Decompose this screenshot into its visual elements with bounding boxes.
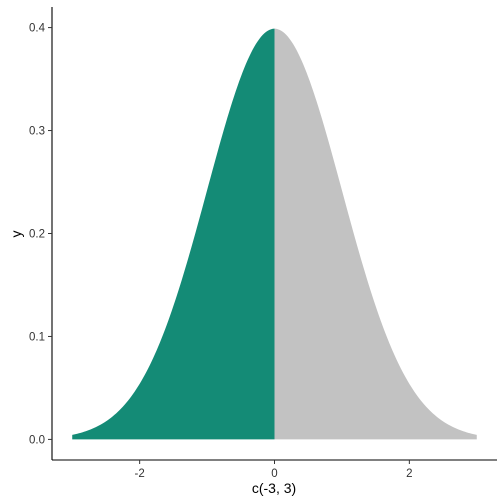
x-tick-label: 0 <box>271 468 277 480</box>
y-axis-ticks: 0.0 0.1 0.2 0.3 0.4 <box>29 23 52 446</box>
y-tick-label: 0.2 <box>29 229 45 241</box>
area-series-1 <box>72 28 275 440</box>
y-tick-label: 0.0 <box>29 434 45 446</box>
x-tick-label: -2 <box>135 468 145 480</box>
plot-areas <box>72 28 477 440</box>
x-tick-label: 2 <box>406 468 412 480</box>
y-tick-label: 0.4 <box>29 23 46 35</box>
x-axis-title: c(-3, 3) <box>252 480 296 496</box>
area-series-2 <box>274 28 477 440</box>
y-tick-label: 0.1 <box>29 331 45 343</box>
y-tick-label: 0.3 <box>29 126 45 138</box>
y-axis-title: y <box>8 231 24 238</box>
x-axis-ticks: -2 0 2 <box>135 460 413 480</box>
